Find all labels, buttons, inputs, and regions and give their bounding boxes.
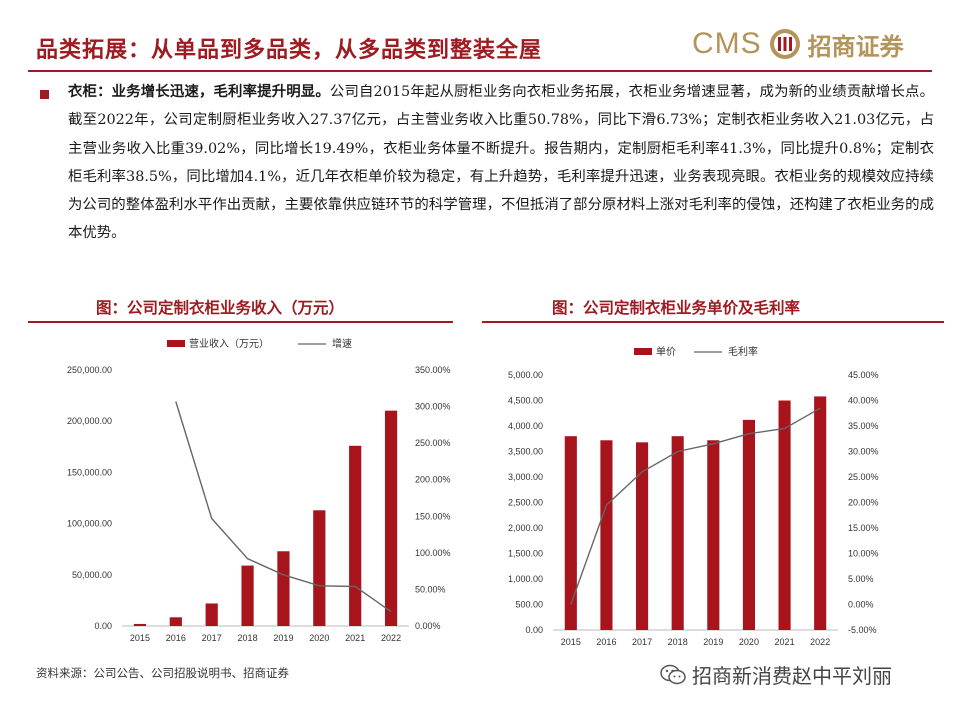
chart1-y-left-tick: 150,000.00 xyxy=(67,467,112,477)
chart1-y-left-tick: 100,000.00 xyxy=(67,519,112,529)
chart2-y-left-tick: 1,000.00 xyxy=(508,574,543,584)
chart2-x-tick: 2020 xyxy=(739,637,759,647)
chart1-bar xyxy=(349,445,362,626)
chart1-bar xyxy=(384,410,398,626)
chart2-bar xyxy=(778,400,791,630)
chart2-y-left-tick: 4,500.00 xyxy=(508,396,543,406)
chart2-y-right-tick: 5.00% xyxy=(848,574,874,584)
chart2-x-tick: 2017 xyxy=(632,637,652,647)
chart2-legend-bar-swatch xyxy=(634,348,652,355)
brand-logo: CMS 招商证券 xyxy=(692,24,904,64)
chart-price-margin: 单价 毛利率 0.00 500.00 1,000.00 1,500.00 2,000.00 2… xyxy=(508,345,879,647)
chart1-x-tick: 2016 xyxy=(166,633,186,643)
chart2-y-right-tick: 15.00% xyxy=(848,523,879,533)
logo-latin: CMS xyxy=(692,27,762,60)
chart1-title: 图：公司定制衣柜业务收入（万元） xyxy=(96,298,345,317)
chart1-x-tick: 2017 xyxy=(202,633,222,643)
chart2-bar xyxy=(742,419,755,630)
chart1-y-right-tick: 250.00% xyxy=(415,438,451,448)
chart2-title: 图：公司定制衣柜业务单价及毛利率 xyxy=(552,298,801,317)
chart1-y-right-tick: 200.00% xyxy=(415,475,451,485)
chart2-y-right-tick: 30.00% xyxy=(848,447,879,457)
chart1-y-right-tick: 50.00% xyxy=(415,584,446,594)
body-text: 公司自2015年起从厨柜业务向衣柜业务拓展，衣柜业务增速显著，成为新的业绩贡献增… xyxy=(68,84,934,242)
chart2-legend-line-label: 毛利率 xyxy=(728,345,758,358)
chart1-bar xyxy=(277,551,290,626)
chart2-y-right-tick: 10.00% xyxy=(848,549,879,559)
chart2-y-right-tick: 45.00% xyxy=(848,370,879,380)
chart2-x-tick: 2022 xyxy=(810,637,830,647)
chart2-y-right-tick: -5.00% xyxy=(848,625,877,635)
chart2-bar xyxy=(671,436,684,630)
bullet-square-icon xyxy=(40,90,49,99)
chart1-x-tick: 2015 xyxy=(130,633,150,643)
chart2-legend-bar-label: 单价 xyxy=(656,346,676,358)
chart1-y-left-tick: 200,000.00 xyxy=(67,416,112,426)
chart2-y-left-tick: 0.00 xyxy=(525,625,543,635)
chart1-bar xyxy=(313,510,326,626)
chart1-legend-line-label: 增速 xyxy=(332,337,352,350)
chart1-y-left-tick: 50,000.00 xyxy=(72,570,112,580)
watermark-text: 招商新消费赵中平刘丽 xyxy=(692,664,892,688)
chart1-y-left-tick: 0.00 xyxy=(94,621,112,631)
header-divider xyxy=(28,70,932,72)
chart2-y-right-tick: 25.00% xyxy=(848,472,879,482)
chart-revenue: 营业收入（万元） 增速 0.00 50,000.00 100,000.00 150,000… xyxy=(67,337,451,643)
chart2-y-right-tick: 40.00% xyxy=(848,396,879,406)
chart2-y-left-tick: 5,000.00 xyxy=(508,370,543,380)
chart1-y-right-tick: 100.00% xyxy=(415,548,451,558)
chart1-bar xyxy=(205,603,218,626)
chart2-x-tick: 2016 xyxy=(596,637,616,647)
chart2-x-tick: 2021 xyxy=(775,637,795,647)
lead-sentence: 衣柜：业务增长迅速，毛利率提升明显。 xyxy=(68,83,330,100)
chart1-bar xyxy=(133,623,147,626)
page-title: 品类拓展：从单品到多品类，从多品类到整装全屋 xyxy=(36,37,543,63)
chart2-bar xyxy=(636,442,649,630)
chart1-y-right-tick: 350.00% xyxy=(415,365,451,375)
chart2-x-tick: 2018 xyxy=(668,637,688,647)
chart2-y-left-tick: 500.00 xyxy=(515,600,543,610)
chart1-x-tick: 2020 xyxy=(309,633,329,643)
chart2-y-right-tick: 35.00% xyxy=(848,421,879,431)
chart1-x-tick: 2019 xyxy=(273,633,293,643)
chart2-y-right-tick: 0.00% xyxy=(848,600,874,610)
chart2-y-left-tick: 2,500.00 xyxy=(508,498,543,508)
chart1-x-tick: 2018 xyxy=(238,633,258,643)
chart2-y-left-tick: 3,500.00 xyxy=(508,447,543,457)
chart2-y-left-tick: 2,000.00 xyxy=(508,523,543,533)
source-note: 资料来源：公司公告、公司招股说明书、招商证券 xyxy=(36,666,289,680)
chart1-legend-bar-swatch xyxy=(167,340,185,347)
chart2-line-series xyxy=(570,407,821,605)
chart1-bar xyxy=(241,565,254,626)
chart1-x-tick: 2021 xyxy=(345,633,365,643)
chart2-y-left-tick: 3,000.00 xyxy=(508,472,543,482)
chart1-bar xyxy=(169,617,182,626)
wechat-icon xyxy=(660,664,686,684)
chart2-y-right-tick: 20.00% xyxy=(848,498,879,508)
watermark: 招商新消费赵中平刘丽 xyxy=(660,660,892,689)
chart1-legend-bar-label: 营业收入（万元） xyxy=(189,337,269,350)
chart2-x-tick: 2019 xyxy=(703,637,723,647)
logo-cn: 招商证券 xyxy=(807,31,904,61)
chart2-y-left-tick: 1,500.00 xyxy=(508,549,543,559)
chart2-title-rule xyxy=(482,321,944,323)
chart2-bar xyxy=(564,436,577,630)
chart1-x-tick: 2022 xyxy=(381,633,401,643)
chart1-y-right-tick: 300.00% xyxy=(415,402,451,412)
chart2-bar xyxy=(600,440,613,630)
chart2-bar xyxy=(707,440,720,630)
chart1-line-series xyxy=(175,401,392,613)
chart1-y-left-tick: 250,000.00 xyxy=(67,365,112,375)
body-paragraph: 衣柜：业务增长迅速，毛利率提升明显。公司自2015年起从厨柜业务向衣柜业务拓展，… xyxy=(68,78,934,248)
chart2-x-tick: 2015 xyxy=(561,637,581,647)
chart1-title-rule xyxy=(28,321,453,323)
logo-emblem-icon xyxy=(769,29,800,59)
chart2-bar xyxy=(814,396,827,630)
chart1-y-right-tick: 150.00% xyxy=(415,511,451,521)
chart2-y-left-tick: 4,000.00 xyxy=(508,421,543,431)
chart1-y-right-tick: 0.00% xyxy=(415,621,441,631)
